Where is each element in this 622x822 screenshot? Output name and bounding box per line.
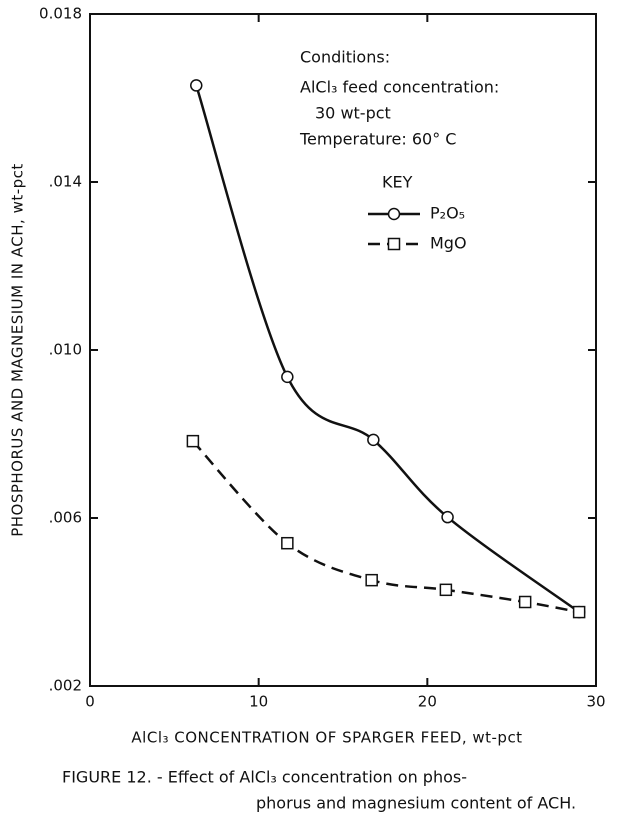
x-tick-label: 20 (418, 693, 437, 711)
y-axis-label: PHOSPHORUS AND MAGNESIUM IN ACH, wt-pct (9, 163, 27, 537)
legend-title: KEY (382, 173, 413, 192)
legend-marker (387, 207, 401, 221)
series-line (195, 85, 580, 614)
annotation: 30 wt-pct (315, 104, 391, 123)
annotation: Temperature: 60° C (299, 130, 456, 149)
legend-label: P₂O₅ (430, 204, 465, 223)
data-point (439, 583, 453, 597)
y-tick-label: .014 (49, 173, 82, 191)
annotation: Conditions: (300, 48, 390, 67)
data-point (281, 370, 294, 384)
x-tick-label: 0 (85, 693, 95, 711)
data-point (186, 434, 200, 448)
y-tick-label: 0.018 (39, 5, 82, 23)
x-tick-label: 10 (249, 693, 268, 711)
data-point (365, 573, 378, 587)
caption: FIGURE 12. - Effect of AlCl₃ concentrati… (62, 768, 467, 787)
data-point (518, 595, 532, 609)
y-tick-label: .006 (49, 509, 82, 527)
y-tick-label: .010 (49, 341, 82, 359)
data-point (572, 605, 586, 619)
annotation: AlCl₃ feed concentration: (300, 78, 499, 97)
caption: phorus and magnesium content of ACH. (256, 794, 576, 813)
legend-marker (387, 237, 401, 251)
data-point (367, 433, 380, 447)
series-line (191, 440, 580, 614)
x-tick-label: 30 (586, 693, 605, 711)
data-point (441, 510, 454, 524)
data-point (281, 536, 294, 550)
legend-label: MgO (430, 234, 467, 253)
data-point (190, 79, 203, 92)
x-axis-label: AlCl₃ CONCENTRATION OF SPARGER FEED, wt-… (131, 729, 522, 747)
y-tick-label: .002 (49, 677, 82, 695)
